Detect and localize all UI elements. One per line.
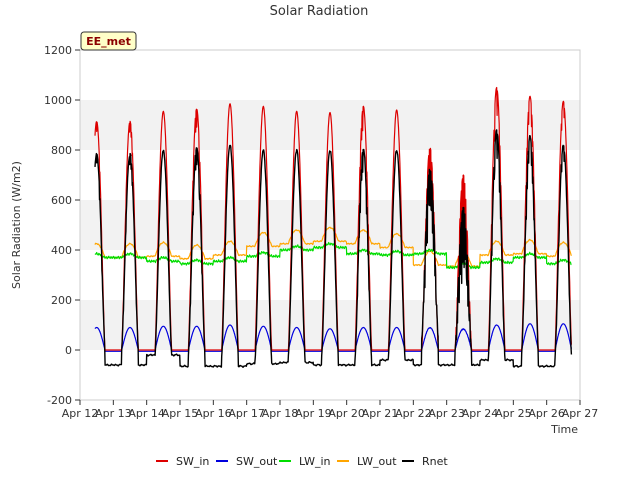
site-badge-box xyxy=(80,31,137,51)
grid-band xyxy=(80,100,580,150)
x-tick-label: Apr 15 xyxy=(162,407,199,420)
y-tick-label: 200 xyxy=(51,294,72,307)
site-badge-label: EE_met xyxy=(86,35,131,48)
grid-band xyxy=(80,50,580,100)
x-tick-label: Apr 20 xyxy=(328,407,365,420)
plot-border xyxy=(79,49,581,401)
x-tick-label: Apr 13 xyxy=(95,407,132,420)
x-tick-label: Apr 21 xyxy=(362,407,399,420)
x-tick-label: Apr 22 xyxy=(395,407,432,420)
grid-band xyxy=(80,350,580,400)
x-tick-label: Apr 27 xyxy=(562,407,599,420)
legend-label-sw-in: SW_in xyxy=(176,455,209,468)
y-tick-label: -200 xyxy=(47,394,72,407)
x-tick-label: Apr 17 xyxy=(228,407,265,420)
x-tick-label: Apr 19 xyxy=(295,407,332,420)
legend-label-lw-in: LW_in xyxy=(299,455,331,468)
y-tick-label: 800 xyxy=(51,144,72,157)
x-tick-label: Apr 14 xyxy=(128,407,165,420)
x-axis-label: Time xyxy=(550,423,578,436)
series-sw-out-line xyxy=(94,323,572,352)
legend-label-sw-out: SW_out xyxy=(236,455,278,468)
chart-title: Solar Radiation xyxy=(270,4,369,19)
y-tick-label: 400 xyxy=(51,244,72,257)
x-tick-label: Apr 12 xyxy=(62,407,99,420)
y-tick-label: 1000 xyxy=(44,94,72,107)
series-rnet-line xyxy=(94,129,573,368)
grid-band xyxy=(80,150,580,200)
plot-area xyxy=(79,49,581,401)
grid-band xyxy=(80,250,580,300)
y-axis-label: Solar Radiation (W/m2) xyxy=(10,161,23,289)
legend: SW_in SW_out LW_in LW_out Rnet xyxy=(156,455,448,468)
grid-band xyxy=(80,200,580,250)
x-tick-label: Apr 16 xyxy=(195,407,232,420)
x-tick-label: Apr 25 xyxy=(495,407,532,420)
y-tick-label: 0 xyxy=(65,344,72,357)
y-tick-label: 1200 xyxy=(44,44,72,57)
x-tick-label: Apr 24 xyxy=(462,407,499,420)
y-tick-label: 600 xyxy=(51,194,72,207)
series-layer xyxy=(94,86,573,368)
y-axis-ticks: -200 0 200 400 600 800 1000 1200 xyxy=(44,44,80,407)
x-tick-label: Apr 23 xyxy=(428,407,465,420)
site-badge: EE_met xyxy=(80,31,137,51)
x-tick-label: Apr 18 xyxy=(262,407,299,420)
legend-label-rnet: Rnet xyxy=(422,455,448,468)
series-lw-in-line xyxy=(94,241,572,270)
x-tick-label: Apr 26 xyxy=(528,407,565,420)
background-bands xyxy=(80,50,580,400)
legend-label-lw-out: LW_out xyxy=(357,455,397,468)
